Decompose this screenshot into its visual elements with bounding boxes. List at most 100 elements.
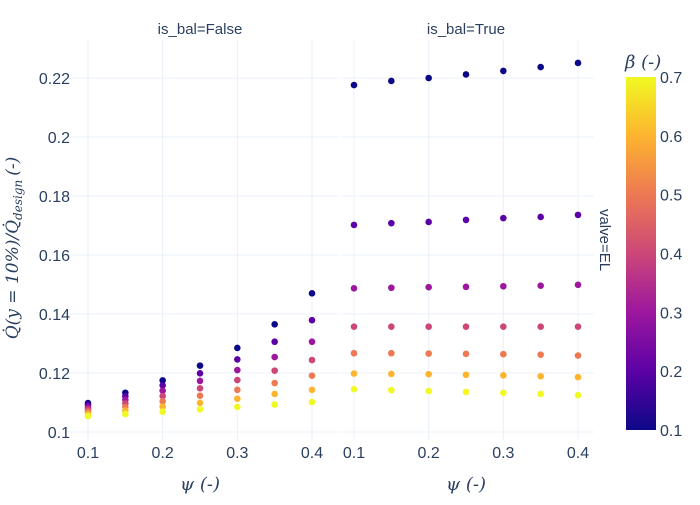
data-point-beta-0.6 — [308, 386, 316, 394]
data-point-beta-0.6 — [234, 395, 241, 402]
data-point-beta-0.2 — [159, 382, 166, 389]
data-point-beta-0.7 — [500, 389, 507, 397]
y-tick-label: 0.2 — [48, 130, 70, 147]
y-tick-label: 0.14 — [39, 307, 70, 324]
axis-labels: 0.1 0.2 0.3 0.4 0.1 0.2 0.3 0.4 0.1 0.12 0.14 0.16 0… — [39, 71, 589, 462]
y-tick-label: 0.1 — [48, 425, 70, 442]
data-point-beta-0.1 — [574, 59, 582, 67]
data-point-beta-0.5 — [500, 350, 507, 358]
colorbar-ticks: 0.1 0.2 0.3 0.4 0.5 0.6 0.7 — [660, 70, 682, 440]
data-point-beta-0.4 — [388, 323, 395, 330]
data-point-beta-0.4 — [462, 323, 470, 330]
x-tick-label: 0.3 — [492, 445, 514, 462]
data-point-beta-0.2 — [271, 338, 278, 346]
colorbar-tick-label: 0.2 — [660, 364, 682, 381]
data-point-beta-0.2 — [388, 219, 395, 227]
x-tick-label: 0.4 — [567, 445, 589, 462]
data-point-beta-0.5 — [350, 349, 358, 357]
data-point-beta-0.7 — [388, 386, 395, 394]
data-point-beta-0.3 — [425, 283, 432, 291]
data-point-beta-0.7 — [271, 401, 278, 408]
data-point-beta-0.5 — [196, 392, 204, 400]
data-point-beta-0.7 — [196, 405, 204, 413]
data-point-beta-0.2 — [234, 356, 241, 363]
x-tick-label: 0.2 — [418, 445, 440, 462]
data-point-beta-0.5 — [234, 386, 241, 394]
data-point-beta-0.6 — [196, 399, 204, 407]
y-tick-label: 0.22 — [39, 71, 70, 88]
data-point-beta-0.7 — [159, 408, 166, 415]
data-point-beta-0.1 — [388, 77, 395, 85]
data-point-beta-0.3 — [159, 387, 166, 395]
data-point-beta-0.1 — [234, 344, 241, 352]
data-point-beta-0.3 — [234, 366, 241, 374]
y-axis-title-unit: (-) — [3, 157, 23, 176]
data-point-beta-0.1 — [537, 63, 544, 71]
data-point-beta-0.1 — [308, 290, 316, 297]
y-tick-label: 0.16 — [39, 248, 70, 265]
data-point-beta-0.4 — [159, 392, 166, 400]
data-point-beta-0.4 — [537, 323, 544, 330]
data-point-beta-0.7 — [462, 388, 470, 396]
data-point-beta-0.4 — [350, 323, 358, 330]
data-point-beta-0.4 — [425, 323, 432, 330]
data-point-beta-0.3 — [196, 377, 204, 385]
data-point-beta-0.2 — [500, 214, 507, 222]
data-point-beta-0.3 — [388, 284, 395, 292]
data-point-beta-0.5 — [271, 379, 278, 387]
data-point-beta-0.7 — [308, 398, 316, 406]
data-point-beta-0.7 — [84, 412, 92, 420]
data-point-beta-0.3 — [350, 285, 358, 292]
data-point-beta-0.6 — [500, 372, 507, 379]
colorbar-tick-label: 0.1 — [660, 423, 682, 440]
colorbar — [626, 77, 656, 430]
data-point-beta-0.3 — [500, 282, 507, 290]
data-point-beta-0.5 — [574, 352, 582, 359]
data-point-beta-0.1 — [159, 377, 166, 384]
x-tick-label: 0.3 — [226, 445, 248, 462]
facet-title-left: is_bal=False — [158, 21, 243, 38]
colorbar-title: β (-) — [624, 52, 661, 73]
data-point-beta-0.7 — [122, 410, 129, 418]
data-point-beta-0.4 — [271, 367, 278, 374]
data-point-beta-0.6 — [271, 390, 278, 398]
data-point-beta-0.1 — [462, 71, 470, 78]
x-axis-title-left: ψ (-) — [180, 474, 220, 495]
x-tick-label: 0.1 — [343, 445, 365, 462]
data-point-beta-0.5 — [537, 351, 544, 359]
data-point-beta-0.1 — [425, 74, 432, 82]
row-facet-label: valve=EL — [596, 209, 613, 271]
data-point-beta-0.4 — [234, 376, 241, 384]
x-axis-title-right: ψ (-) — [446, 474, 486, 495]
data-point-beta-0.6 — [462, 371, 470, 379]
data-point-beta-0.1 — [196, 362, 204, 369]
y-tick-label: 0.12 — [39, 366, 70, 383]
data-point-beta-0.5 — [308, 372, 316, 379]
x-tick-label: 0.1 — [77, 445, 99, 462]
colorbar-tick-label: 0.5 — [660, 188, 682, 205]
data-point-beta-0.2 — [537, 213, 544, 221]
data-point-beta-0.3 — [271, 353, 278, 361]
data-point-beta-0.7 — [574, 391, 582, 399]
data-point-beta-0.6 — [537, 372, 544, 380]
data-point-beta-0.4 — [196, 385, 204, 392]
data-point-beta-0.2 — [308, 316, 316, 324]
data-point-beta-0.4 — [500, 323, 507, 330]
data-point-beta-0.6 — [574, 373, 582, 381]
data-point-beta-0.1 — [500, 67, 507, 75]
data-point-beta-0.2 — [350, 221, 358, 229]
data-point-beta-0.3 — [574, 281, 582, 289]
y-axis-title-sub: design — [11, 180, 25, 220]
data-point-beta-0.3 — [537, 282, 544, 289]
data-point-beta-0.6 — [388, 370, 395, 378]
data-points — [84, 59, 582, 420]
data-point-beta-0.7 — [537, 390, 544, 398]
data-point-beta-0.3 — [462, 283, 470, 291]
colorbar-tick-label: 0.7 — [660, 70, 682, 87]
x-tick-label: 0.4 — [301, 445, 323, 462]
data-point-beta-0.4 — [308, 356, 316, 364]
data-point-beta-0.3 — [308, 338, 316, 346]
data-point-beta-0.5 — [388, 349, 395, 357]
data-point-beta-0.5 — [425, 350, 432, 357]
data-point-beta-0.2 — [425, 218, 432, 226]
